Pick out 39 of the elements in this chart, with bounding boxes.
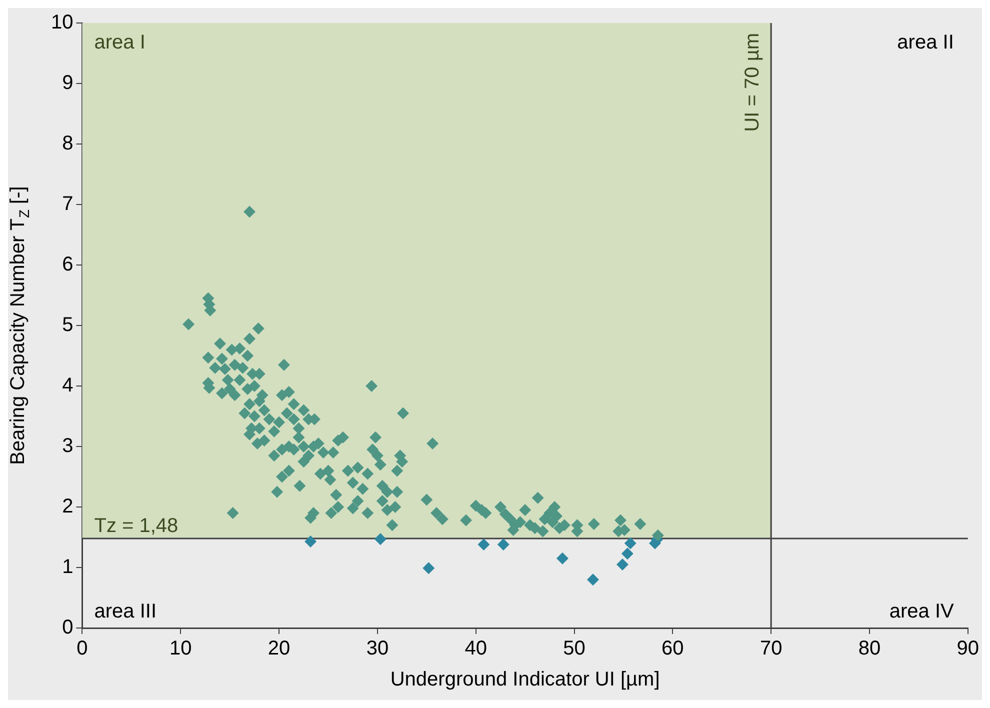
y-tick-label: 8 <box>62 132 74 155</box>
x-tick-label: 20 <box>268 638 290 660</box>
y-axis-title: Bearing Capacity Number TZ [-] <box>7 186 32 465</box>
x-tick-label: 80 <box>858 638 881 660</box>
annotation: area II <box>897 32 954 54</box>
point <box>304 535 317 548</box>
point <box>478 538 490 551</box>
point <box>621 548 634 560</box>
point <box>586 574 599 586</box>
x-tick-label: 70 <box>760 638 782 660</box>
point <box>497 538 510 551</box>
x-tick-label: 30 <box>366 638 389 660</box>
y-tick-label: 4 <box>62 374 74 397</box>
annotation: area IV <box>889 600 955 623</box>
y-tick-label: 0 <box>62 616 74 639</box>
annotation: area I <box>94 32 146 54</box>
point <box>422 562 435 574</box>
y-tick-label: 6 <box>62 254 74 276</box>
y-tick-label: 5 <box>62 314 74 336</box>
point <box>616 558 628 570</box>
point <box>624 537 636 550</box>
x-tick-label: 40 <box>464 638 487 660</box>
x-tick-label: 90 <box>956 638 979 660</box>
x-tick-label: 10 <box>170 638 192 660</box>
x-tick-label: 50 <box>563 638 586 660</box>
point <box>556 552 568 564</box>
point <box>374 533 386 546</box>
annotation: area III <box>94 600 157 623</box>
x-tick-label: 0 <box>76 638 88 660</box>
ref-line-label: Tz = 1,48 <box>94 514 178 537</box>
ref-line-label: UI = 70 µm <box>742 33 764 132</box>
y-tick-label: 10 <box>50 12 74 34</box>
x-tick-label: 60 <box>662 638 684 660</box>
y-tick-label: 2 <box>62 496 74 518</box>
y-tick-label: 7 <box>62 193 74 216</box>
y-tick-label: 9 <box>62 72 74 94</box>
y-tick-label: 1 <box>62 556 74 578</box>
x-axis-title: Underground Indicator UI [µm] <box>390 668 660 691</box>
y-tick-label: 3 <box>62 435 74 458</box>
